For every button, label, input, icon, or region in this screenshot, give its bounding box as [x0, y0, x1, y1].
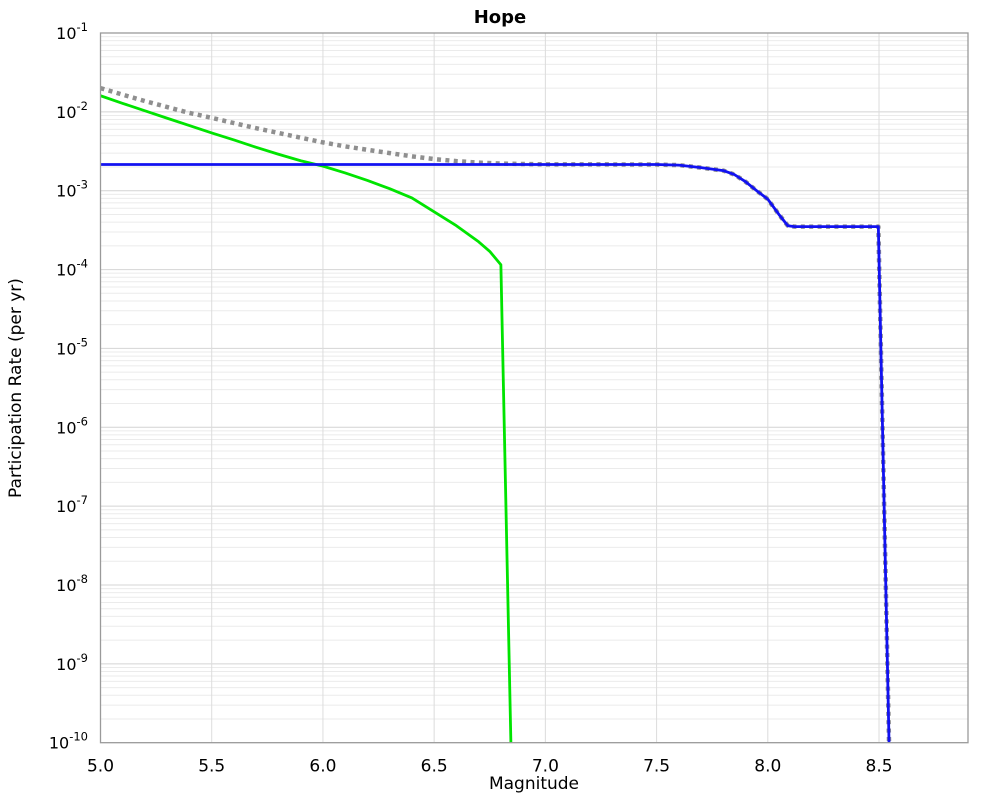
y-tick-label: 10-9 [56, 651, 88, 674]
x-tick-label: 5.5 [198, 757, 225, 777]
y-tick-label: 10-4 [56, 257, 88, 280]
series-line-blue-solid-characteristic [100, 163, 891, 743]
y-tick-label: 10-10 [49, 730, 88, 753]
plot-area [100, 33, 968, 743]
y-tick-label: 10-6 [56, 414, 88, 437]
x-tick-label: 7.0 [532, 757, 559, 777]
y-tick-label: 10-1 [56, 20, 88, 43]
x-tick-label: 7.5 [643, 757, 670, 777]
y-tick-label: 10-5 [56, 335, 88, 358]
plot-frame [99, 32, 969, 744]
x-axis-label: Magnitude [489, 774, 579, 794]
chart-title: Hope [474, 7, 527, 28]
y-tick-label: 10-2 [56, 99, 88, 122]
series-line-gray-dotted-total [100, 85, 892, 743]
series-layer [100, 85, 892, 743]
x-tick-label: 8.0 [754, 757, 781, 777]
x-tick-label: 6.0 [309, 757, 336, 777]
y-axis-label: Participation Rate (per yr) [6, 278, 26, 498]
series-line-green-solid-tapered [100, 94, 513, 743]
y-tick-label: 10-7 [56, 493, 88, 516]
grid-layer [100, 33, 968, 743]
y-tick-label: 10-8 [56, 572, 88, 595]
x-tick-label: 6.5 [421, 757, 448, 777]
x-tick-label: 8.5 [866, 757, 893, 777]
y-tick-label: 10-3 [56, 178, 88, 201]
x-tick-label: 5.0 [87, 757, 114, 777]
